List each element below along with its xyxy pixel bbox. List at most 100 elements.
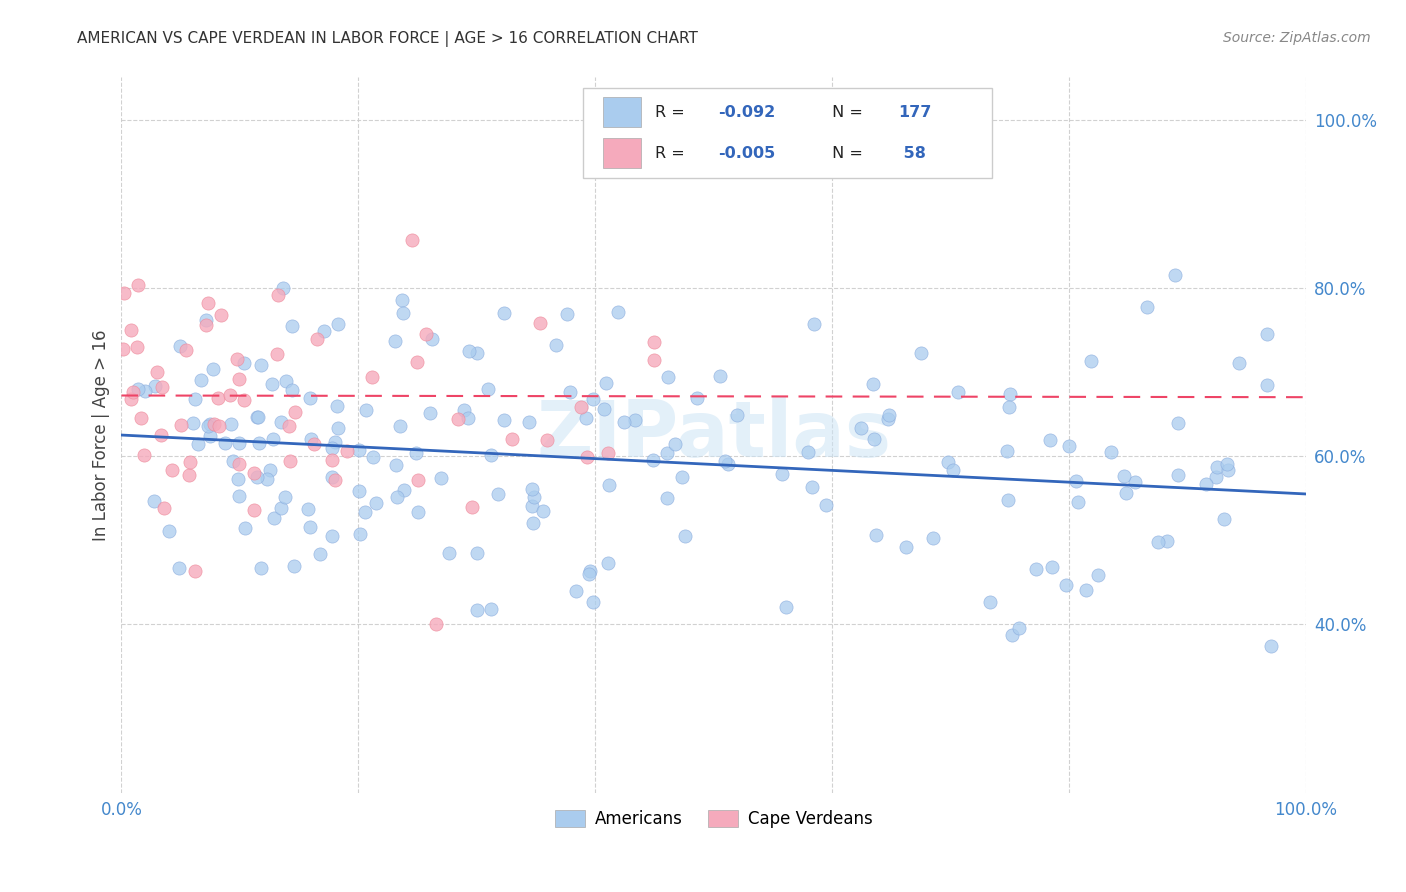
Point [1136,300,1159,314]
Point [461,500,484,514]
Point [297,502,319,516]
Point [385,491,408,505]
Point [228,457,250,471]
Point [1000,628,1022,642]
Point [149,428,172,442]
Point [284,405,307,419]
Point [575,410,598,425]
Point [643,353,665,368]
Point [247,435,270,450]
Point [207,391,229,405]
Point [225,351,247,366]
Point [197,296,219,310]
Point [326,317,349,331]
Point [770,467,793,481]
Point [579,565,602,579]
Point [555,307,578,321]
Point [1256,377,1278,392]
Point [194,318,217,333]
Point [1074,583,1097,598]
Point [184,392,207,407]
Point [249,358,271,372]
Point [673,529,696,543]
Point [894,541,917,555]
Point [686,391,709,405]
Point [280,384,302,398]
Point [243,502,266,516]
Point [575,450,598,464]
Point [347,483,370,498]
Point [202,417,225,432]
Point [877,408,900,422]
Point [1025,562,1047,576]
Point [312,324,335,338]
Point [419,406,441,420]
Point [262,377,284,392]
Point [536,433,558,447]
Text: ZIPatlas: ZIPatlas [536,397,891,473]
Point [405,355,427,369]
Point [321,528,343,542]
Point [266,347,288,361]
Point [1112,468,1135,483]
Point [1260,639,1282,653]
Point [228,472,250,486]
Point [1099,445,1122,459]
Point [593,402,616,417]
Point [232,392,254,407]
Point [578,566,600,581]
Point [127,340,149,354]
Point [422,332,444,346]
Point [803,317,825,331]
Point [336,443,359,458]
Point [298,520,321,534]
Point [233,356,256,370]
Point [326,421,349,435]
Point [122,384,145,399]
Text: -0.005: -0.005 [718,146,776,161]
Point [228,436,250,450]
Point [277,418,299,433]
Text: AMERICAN VS CAPE VERDEAN IN LABOR FORCE | AGE > 16 CORRELATION CHART: AMERICAN VS CAPE VERDEAN IN LABOR FORCE … [77,31,699,47]
Point [169,339,191,353]
Point [262,432,284,446]
Point [405,445,427,459]
Point [364,496,387,510]
Point [979,595,1001,609]
Point [522,516,544,531]
Point [429,471,451,485]
Point [134,384,156,398]
Point [270,415,292,429]
Point [157,524,180,538]
Point [544,338,567,352]
Point [1227,356,1250,370]
Point [214,436,236,450]
Point [246,470,269,484]
Point [278,454,301,468]
Point [243,467,266,481]
Point [1087,568,1109,582]
Point [1064,474,1087,488]
Point [321,453,343,467]
Point [273,490,295,504]
Point [717,458,740,472]
Point [447,412,470,426]
Point [302,437,325,451]
Point [1039,433,1062,447]
Point [1066,495,1088,509]
Point [321,441,343,455]
Text: N =: N = [827,146,868,161]
Point [146,365,169,379]
Point [655,491,678,505]
Point [190,373,212,387]
Point [392,306,415,320]
Point [569,400,592,414]
Point [127,278,149,293]
Point [233,521,256,535]
Point [595,376,617,390]
Point [1167,416,1189,430]
Point [406,473,429,487]
Point [936,455,959,469]
Point [1147,534,1170,549]
Point [517,415,540,429]
